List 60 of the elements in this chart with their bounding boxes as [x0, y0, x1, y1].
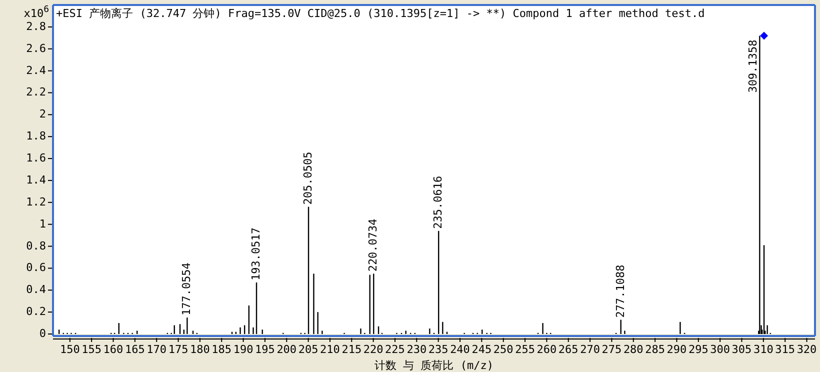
x-tick-label: 220 [363, 343, 384, 356]
annotation: 277.1088 [614, 264, 627, 318]
x-tick-label: 310 [753, 343, 774, 356]
x-tick-label: 300 [710, 343, 730, 356]
y-tick-label: 0.2 [26, 305, 46, 318]
x-tick-label: 175 [168, 343, 188, 356]
y-tick-label: 2.8 [26, 20, 46, 33]
x-tick-label: 245 [472, 343, 492, 356]
x-tick-label: 170 [146, 343, 167, 356]
annotation: 177.0554 [180, 262, 194, 316]
y-tick-label: 0.6 [26, 261, 46, 274]
x-tick-label: 260 [536, 343, 557, 356]
x-tick-label: 200 [276, 343, 297, 356]
x-tick-label: 275 [602, 343, 622, 356]
x-tick-label: 295 [688, 343, 708, 356]
annotation: 193.0517 [250, 227, 263, 280]
y-tick-label: 2.2 [26, 86, 46, 99]
y-tick-label: 0.8 [26, 239, 46, 252]
y-tick-label: 1.8 [26, 130, 46, 143]
x-tick-label: 270 [580, 343, 600, 356]
y-tick-label: 0.4 [26, 283, 46, 296]
x-tick-label: 255 [515, 343, 535, 356]
x-tick-label: 190 [233, 343, 254, 356]
x-tick-label: 205 [298, 343, 318, 356]
x-tick-label: 250 [493, 343, 514, 356]
x-tick-label: 160 [103, 343, 124, 356]
x-tick-label: 225 [385, 343, 405, 356]
y-tick-label: 2.6 [26, 42, 46, 55]
x-tick-label: 155 [82, 343, 102, 356]
x-tick-label: 180 [190, 343, 210, 356]
y-tick-label: 2 [39, 108, 46, 121]
y-axis-title: x10$^{6}$ [24, 5, 49, 20]
chart-title: +ESI 产物离子 (32.747 分钟) Frag=135.0V CID@25.0 (310.1395[z=1] -> **) Compond 1 after method test.d [56, 7, 705, 20]
y-tick-label: 2.4 [26, 64, 46, 77]
x-tick-label: 315 [775, 343, 796, 356]
x-tick-label: 150 [60, 343, 80, 356]
x-axis-title: 计数 与 质荷比 (m/z) [374, 359, 494, 372]
y-tick-label: 1 [39, 217, 46, 230]
y-tick-label: 1.6 [26, 152, 46, 165]
x-tick-label: 215 [342, 343, 362, 356]
y-tick-label: 1.4 [26, 173, 46, 186]
annotation: 235.0616 [432, 176, 445, 229]
x-tick-label: 285 [645, 343, 665, 356]
x-tick-label: 320 [796, 343, 817, 356]
annotation: 220.0734 [366, 218, 380, 272]
x-tick-label: 230 [406, 343, 427, 356]
x-tick-label: 210 [320, 343, 340, 356]
x-tick-label: 280 [623, 343, 644, 356]
y-tick-label: 0 [39, 327, 46, 340]
x-tick-label: 185 [212, 343, 232, 356]
annotation: 309.1358 [746, 40, 760, 93]
x-tick-label: 165 [124, 343, 145, 356]
x-tick-label: 290 [666, 343, 687, 356]
x-tick-label: 235 [428, 343, 448, 356]
y-tick-label: 1.2 [26, 195, 46, 208]
x-tick-label: 240 [450, 343, 470, 356]
x-tick-label: 195 [255, 343, 275, 356]
annotation: 205.0505 [302, 152, 315, 205]
x-tick-label: 265 [558, 343, 578, 356]
x-tick-label: 305 [732, 343, 752, 356]
